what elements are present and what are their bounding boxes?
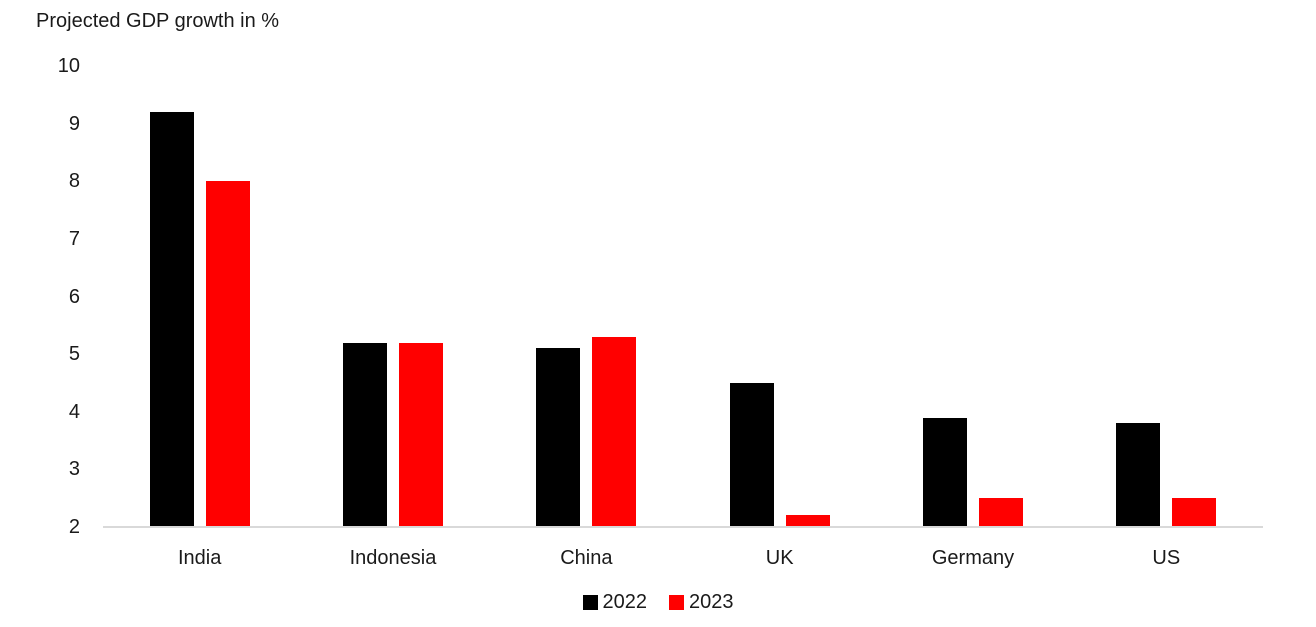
bar-2023-uk	[785, 515, 830, 527]
bar-2022-germany	[923, 417, 967, 527]
bar-2022-us	[1116, 423, 1161, 527]
y-tick-label-6: 6	[68, 285, 80, 308]
y-tick-label-4: 4	[68, 400, 80, 423]
y-tick-label-8: 8	[68, 170, 80, 193]
bar-2022-uk	[729, 382, 774, 527]
bar-2022-china	[536, 348, 581, 527]
category-label-uk: UK	[765, 547, 794, 569]
bar-2023-india	[205, 181, 250, 527]
category-label-indonesia: Indonesia	[349, 547, 437, 569]
y-tick-label-5: 5	[68, 343, 80, 366]
bar-2022-indonesia	[343, 342, 387, 527]
bar-2023-us	[1172, 498, 1217, 527]
y-tick-label-7: 7	[68, 227, 80, 250]
y-tick-label-10: 10	[57, 55, 80, 77]
legend-swatch-icon-2023	[669, 594, 684, 610]
x-axis-baseline	[103, 526, 1263, 528]
category-label-germany: Germany	[931, 547, 1015, 569]
legend-label-2022: 2022	[602, 591, 648, 613]
y-tick-label-2: 2	[68, 516, 80, 538]
bar-2023-indonesia	[399, 342, 443, 527]
chart-title: Projected GDP growth in %	[36, 10, 280, 32]
category-label-us: US	[1152, 547, 1181, 569]
legend-item-2023: 2023	[669, 589, 734, 615]
bar-2022-india	[149, 112, 194, 527]
category-label-india: India	[177, 547, 222, 569]
legend-item-2022: 2022	[582, 589, 648, 615]
legend-swatch-icon-2022	[582, 594, 598, 610]
bar-2023-china	[592, 336, 637, 527]
legend-label-2023: 2023	[689, 591, 734, 613]
category-label-china: China	[560, 547, 613, 569]
bar-2023-germany	[979, 498, 1023, 527]
y-tick-label-9: 9	[68, 112, 80, 135]
y-tick-label-3: 3	[68, 458, 80, 481]
chart-legend: 2022 2023	[0, 589, 1316, 615]
